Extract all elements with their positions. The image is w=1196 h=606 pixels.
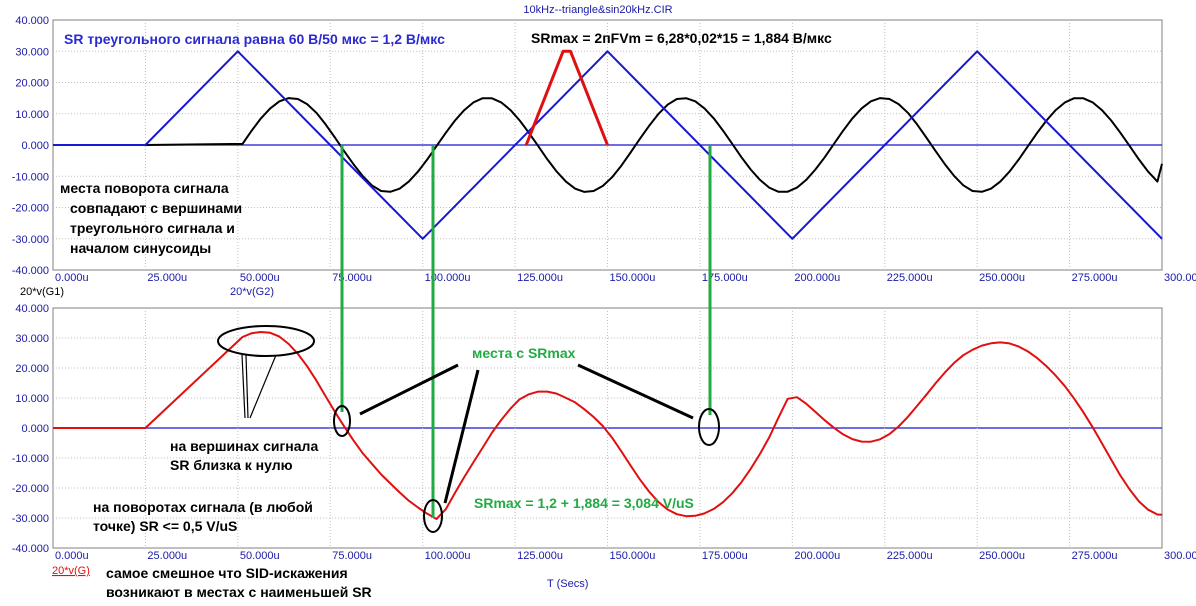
top-y-tick-label: 0.000 xyxy=(21,140,49,152)
top-y-tick-label: -10.000 xyxy=(12,171,49,183)
pointer-line xyxy=(245,354,249,419)
top-y-tick-label: 40.000 xyxy=(15,15,49,27)
bottom-x-tick-label: 100.000u xyxy=(425,550,471,562)
top-x-tick-label: 200.000u xyxy=(794,272,840,284)
top-y-tick-label: -40.000 xyxy=(12,265,49,277)
top-y-tick-label: 10.000 xyxy=(15,109,49,121)
top-y-tick-label: 30.000 xyxy=(15,46,49,58)
annotation-peaks-1: на вершинах сигнала xyxy=(170,438,318,454)
annotation-funny-1: самое смешное что SID-искажения xyxy=(106,565,348,581)
bottom-x-tick-label: 300.000u xyxy=(1164,550,1196,562)
bottom-x-tick-label: 200.000u xyxy=(794,550,840,562)
bottom-x-tick-labels: 0.000u 25.000u 50.000u 75.000u 100.000u 125.0… xyxy=(55,550,1196,562)
bottom-y-tick-label: 10.000 xyxy=(15,393,49,405)
bottom-traces xyxy=(53,331,1163,520)
top-y-tick-label: 20.000 xyxy=(15,78,49,90)
pointer-line xyxy=(241,354,246,419)
annotation-srmax-places: места с SRmax xyxy=(472,345,576,361)
annotation-turn-4: началом синусоиды xyxy=(70,240,211,256)
annotation-sr-triangle: SR треугольного сигнала равна 60 В/50 мк… xyxy=(64,31,445,47)
top-x-tick-label: 125.000u xyxy=(517,272,563,284)
bottom-y-tick-label: -10.000 xyxy=(12,453,49,465)
annotation-turn-1: места поворота сигнала xyxy=(60,180,229,196)
top-x-tick-label: 100.000u xyxy=(425,272,471,284)
top-traces xyxy=(53,49,1163,240)
bottom-x-tick-label: 275.000u xyxy=(1072,550,1118,562)
annotation-turn-2: совпадают с вершинами xyxy=(70,200,242,216)
bottom-series-20-v-g- xyxy=(53,331,1163,520)
annotation-turns-1: на поворотах сигнала (в любой xyxy=(93,499,313,515)
window-title: 10kHz--triangle&sin20kHz.CIR xyxy=(523,4,672,16)
bottom-y-tick-label: -30.000 xyxy=(12,513,49,525)
annotation-funny-2: возникают в местах с наименьшей SR xyxy=(106,584,372,600)
pointer-line xyxy=(359,363,459,416)
bottom-x-tick-label: 125.000u xyxy=(517,550,563,562)
bottom-x-tick-label: 150.000u xyxy=(610,550,656,562)
top-series-20-v-g1- xyxy=(53,97,1163,193)
peak-ellipse xyxy=(217,325,315,357)
top-x-tick-labels: 0.000u 25.000u 50.000u 75.000u 100.000u 125.0… xyxy=(55,272,1196,284)
top-y-tick-label: -30.000 xyxy=(12,234,49,246)
top-series-20-v-g2- xyxy=(53,50,1163,240)
bottom-x-tick-label: 0.000u xyxy=(55,550,89,562)
ellipse-78u xyxy=(333,405,351,437)
top-x-tick-label: 0.000u xyxy=(55,272,89,284)
top-series-srmax-slope xyxy=(524,49,609,146)
annotation-srmax-formula: SRmax = 2пFVm = 6,28*0,02*15 = 1,884 В/м… xyxy=(531,30,832,46)
pointer-line xyxy=(249,354,277,419)
ellipse-178u xyxy=(698,408,720,446)
legend-g1: 20*v(G1) xyxy=(20,286,64,298)
pointer-line xyxy=(443,369,480,504)
bottom-x-tick-label: 225.000u xyxy=(887,550,933,562)
x-axis-title: T (Secs) xyxy=(547,578,588,590)
top-x-tick-label: 275.000u xyxy=(1072,272,1118,284)
legend-g: 20*v(G) xyxy=(52,565,90,577)
annotation-turns-2: точке) SR <= 0,5 V/uS xyxy=(93,518,237,534)
top-x-tick-label: 225.000u xyxy=(887,272,933,284)
top-x-tick-label: 75.000u xyxy=(332,272,372,284)
callouts xyxy=(217,325,720,533)
top-y-tick-label: -20.000 xyxy=(12,203,49,215)
annotation-turn-3: треугольного сигнала и xyxy=(70,220,235,236)
top-x-tick-label: 25.000u xyxy=(147,272,187,284)
annotation-peaks-2: SR близка к нулю xyxy=(170,457,293,473)
bottom-grid xyxy=(53,308,1162,548)
bottom-y-tick-label: -20.000 xyxy=(12,483,49,495)
top-x-tick-label: 50.000u xyxy=(240,272,280,284)
bottom-x-tick-label: 250.000u xyxy=(979,550,1025,562)
bottom-x-tick-label: 25.000u xyxy=(147,550,187,562)
pointer-line xyxy=(577,363,694,420)
bottom-x-tick-label: 175.000u xyxy=(702,550,748,562)
bottom-y-tick-label: -40.000 xyxy=(12,543,49,555)
bottom-y-tick-labels: 40.000 30.000 20.000 10.000 0.000 -10.000 -20.… xyxy=(12,303,49,555)
top-x-tick-label: 175.000u xyxy=(702,272,748,284)
bottom-y-tick-label: 40.000 xyxy=(15,303,49,315)
top-x-tick-label: 300.000u xyxy=(1164,272,1196,284)
top-x-tick-label: 150.000u xyxy=(610,272,656,284)
ellipse-103u xyxy=(423,499,443,533)
bottom-y-tick-label: 30.000 xyxy=(15,333,49,345)
top-x-tick-label: 250.000u xyxy=(979,272,1025,284)
annotation-sum-srmax: SRmax = 1,2 + 1,884 = 3,084 V/uS xyxy=(474,495,694,511)
legend-g2: 20*v(G2) xyxy=(230,286,274,298)
bottom-x-tick-label: 75.000u xyxy=(332,550,372,562)
top-y-tick-labels: 40.000 30.000 20.000 10.000 0.000 -10.000 -20.… xyxy=(12,15,49,277)
srmax-marker-lines xyxy=(340,145,712,518)
bottom-y-tick-label: 20.000 xyxy=(15,363,49,375)
bottom-x-tick-label: 50.000u xyxy=(240,550,280,562)
bottom-y-tick-label: 0.000 xyxy=(21,423,49,435)
